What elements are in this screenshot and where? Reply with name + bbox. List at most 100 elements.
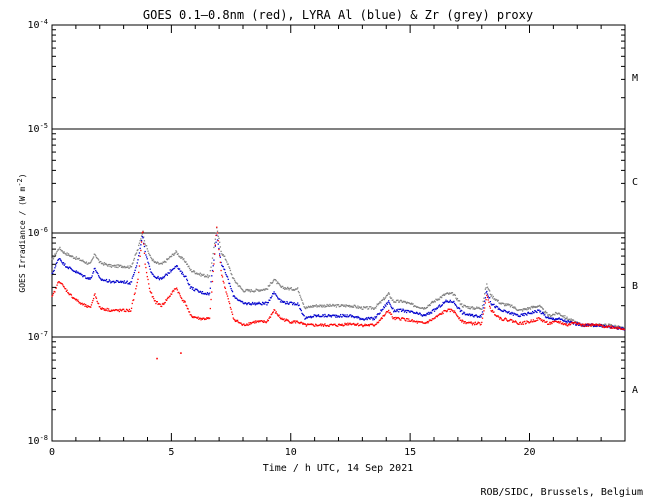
series-goes-point <box>325 324 327 327</box>
series-al-point <box>251 301 254 304</box>
y-axis-label: GOES Irradiance / (W m-2) <box>16 173 27 292</box>
series-zr-point <box>425 307 427 310</box>
series-goes-point <box>105 309 107 312</box>
series-goes-point <box>403 318 406 320</box>
series-goes-point <box>326 324 328 327</box>
series-al-point <box>521 313 523 315</box>
series-al-point <box>322 314 324 316</box>
series-zr-point <box>325 305 328 308</box>
series-al-point <box>244 302 247 304</box>
series-goes-point <box>62 284 64 286</box>
series-zr-point <box>53 256 55 258</box>
series-goes-point <box>261 320 264 323</box>
series-zr-point <box>84 262 86 264</box>
series-zr-point <box>251 290 254 293</box>
series-al-point <box>347 316 349 318</box>
series-goes-point <box>395 317 398 320</box>
series-zr-point <box>499 302 501 305</box>
series-al-point <box>538 309 540 311</box>
series-zr-point <box>325 305 327 307</box>
series-al-point <box>476 316 479 318</box>
series-goes-point <box>294 320 296 322</box>
series-al-point <box>527 311 530 313</box>
series-goes-point <box>591 324 593 327</box>
series-al-point <box>261 304 263 306</box>
series-al-point <box>504 310 507 312</box>
series-al-point <box>455 304 457 306</box>
series-goes-point <box>566 324 568 327</box>
series-al-point <box>575 324 577 326</box>
series-goes-point <box>277 314 279 316</box>
series-al-point <box>223 268 225 270</box>
series-zr-point <box>484 293 486 295</box>
series-goes-point <box>274 309 276 311</box>
series-goes-point <box>294 322 297 324</box>
series-al-point <box>585 323 588 326</box>
series-goes-point <box>199 317 201 319</box>
series-zr-point <box>299 294 301 296</box>
series-al-point <box>324 313 326 316</box>
series-al-point <box>200 291 202 293</box>
series-al-point <box>394 310 396 312</box>
series-goes-point <box>600 324 602 326</box>
series-zr-point <box>438 299 440 301</box>
series-al-point <box>593 324 595 327</box>
series-zr-point <box>264 288 267 290</box>
series-zr-point <box>466 306 468 308</box>
series-al-point <box>622 327 625 330</box>
series-goes-point <box>191 316 194 319</box>
series-zr-point <box>539 306 542 308</box>
series-zr-point <box>176 251 178 253</box>
series-zr-point <box>312 304 314 307</box>
series-zr-point <box>211 257 214 259</box>
series-zr-point <box>421 307 424 309</box>
series-goes-point <box>509 318 512 321</box>
series-al-point <box>534 310 537 312</box>
series-al-point <box>378 313 381 315</box>
series-al-point <box>419 312 421 315</box>
series-zr-point <box>301 299 303 302</box>
series-goes-point <box>485 299 487 301</box>
series-goes-point <box>95 297 98 299</box>
series-goes-point <box>587 325 590 327</box>
series-zr-point <box>446 292 449 294</box>
series-goes-point <box>359 324 361 326</box>
series-al-point <box>553 319 555 321</box>
series-al-point <box>235 297 237 299</box>
series-al-point <box>468 313 470 315</box>
series-al-point <box>317 315 319 317</box>
series-goes-point <box>402 317 404 319</box>
series-zr-point <box>259 290 262 292</box>
series-zr-point <box>402 301 404 303</box>
series-zr-point <box>536 306 538 308</box>
series-zr-point <box>320 306 323 308</box>
series-goes-point <box>394 318 396 321</box>
series-al-point <box>334 314 336 316</box>
series-al-point <box>441 304 444 306</box>
series-al-point <box>400 308 402 310</box>
series-al-point <box>155 277 157 279</box>
series-al-point <box>556 318 558 320</box>
series-zr-point <box>280 286 282 289</box>
series-goes-point <box>581 323 583 326</box>
series-goes-point <box>221 274 223 276</box>
series-goes-point <box>229 302 231 305</box>
series-zr-point <box>189 269 191 271</box>
series-zr-point <box>604 323 606 325</box>
series-goes-point <box>617 326 619 328</box>
series-zr-point <box>345 306 347 308</box>
series-zr-point <box>271 282 273 285</box>
series-zr-point <box>397 299 399 301</box>
series-goes-point <box>171 293 173 295</box>
series-zr-point <box>314 305 316 307</box>
series-goes-point <box>425 321 427 324</box>
x-tick-label: 5 <box>168 447 174 458</box>
series-zr-point <box>549 315 552 318</box>
series-al-point <box>605 325 607 327</box>
series-zr-point <box>211 262 213 264</box>
series-zr-point <box>156 261 158 263</box>
series-goes-point <box>268 317 270 319</box>
series-zr-point <box>465 306 467 308</box>
series-al-point <box>174 265 176 268</box>
series-zr-point <box>378 303 380 305</box>
